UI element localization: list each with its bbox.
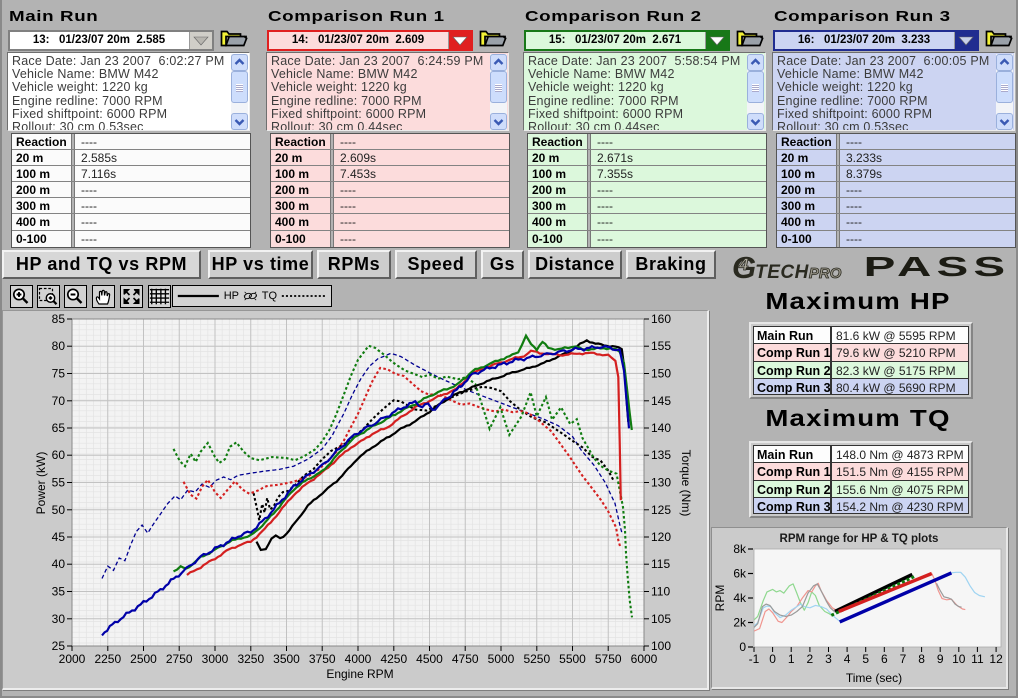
svg-text:4k: 4k [733,591,747,605]
svg-text:2500: 2500 [130,652,157,666]
svg-text:5: 5 [862,652,869,666]
svg-text:0: 0 [769,652,776,666]
svg-text:2: 2 [807,652,814,666]
svg-text:5250: 5250 [523,652,550,666]
svg-text:35: 35 [52,585,66,599]
svg-text:110: 110 [651,585,670,599]
svg-text:120: 120 [651,530,671,544]
svg-text:-1: -1 [749,652,760,666]
svg-text:6k: 6k [733,567,747,581]
svg-text:Engine RPM: Engine RPM [326,667,393,681]
svg-text:12: 12 [989,652,1003,666]
svg-text:2k: 2k [733,616,747,630]
svg-text:140: 140 [651,421,671,435]
svg-text:25: 25 [52,639,66,653]
svg-text:3250: 3250 [237,652,264,666]
svg-text:5500: 5500 [559,652,586,666]
svg-text:3500: 3500 [273,652,300,666]
svg-text:160: 160 [651,312,671,326]
svg-text:10: 10 [952,652,966,666]
svg-text:130: 130 [651,476,671,490]
svg-text:2250: 2250 [94,652,121,666]
svg-text:7: 7 [900,652,907,666]
svg-text:70: 70 [52,394,66,408]
svg-text:100: 100 [651,639,671,653]
svg-text:Power (kW): Power (kW) [34,452,48,515]
svg-text:50: 50 [52,503,66,517]
svg-text:6000: 6000 [631,652,658,666]
svg-text:60: 60 [52,448,66,462]
svg-text:Torque (Nm): Torque (Nm) [679,450,693,517]
svg-text:4500: 4500 [416,652,443,666]
svg-text:4250: 4250 [380,652,407,666]
svg-text:5750: 5750 [595,652,622,666]
svg-text:145: 145 [651,394,671,408]
svg-text:RPM: RPM [713,585,727,612]
svg-text:9: 9 [937,652,944,666]
svg-text:2750: 2750 [166,652,193,666]
svg-text:3750: 3750 [309,652,336,666]
svg-text:105: 105 [651,612,671,626]
svg-text:1: 1 [788,652,795,666]
svg-text:4: 4 [844,652,851,666]
svg-text:2000: 2000 [59,652,86,666]
svg-text:80: 80 [52,339,66,353]
svg-text:55: 55 [52,476,66,490]
svg-text:155: 155 [651,339,671,353]
svg-text:3: 3 [825,652,832,666]
svg-text:11: 11 [971,652,984,666]
svg-text:40: 40 [52,557,66,571]
svg-text:30: 30 [52,612,66,626]
svg-text:6: 6 [881,652,888,666]
svg-text:150: 150 [651,367,671,381]
svg-text:135: 135 [651,448,671,462]
svg-text:5000: 5000 [488,652,515,666]
svg-text:125: 125 [651,503,671,517]
svg-text:0: 0 [739,640,746,654]
svg-text:4750: 4750 [452,652,479,666]
svg-text:115: 115 [651,557,670,571]
svg-text:Time (sec): Time (sec) [846,671,902,685]
svg-text:3000: 3000 [202,652,229,666]
svg-text:4000: 4000 [345,652,372,666]
svg-text:65: 65 [52,421,66,435]
svg-text:85: 85 [52,312,66,326]
svg-text:8: 8 [918,652,925,666]
svg-text:45: 45 [52,530,66,544]
svg-text:75: 75 [52,367,66,381]
svg-text:8k: 8k [733,542,747,556]
